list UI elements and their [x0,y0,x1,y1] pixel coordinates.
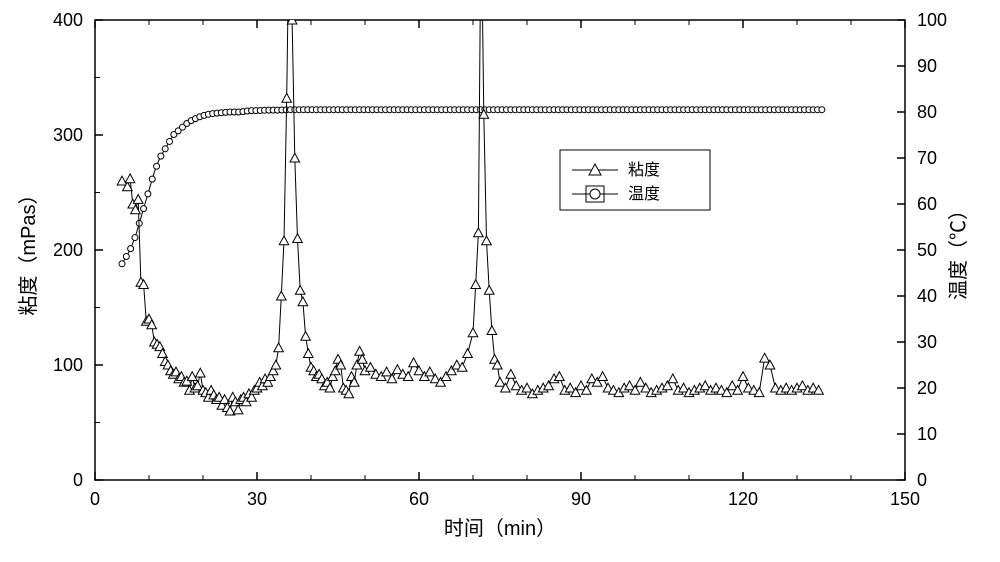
y-left-axis-title: 粘度（mPas） [17,184,40,315]
x-tick-label: 120 [728,489,758,509]
y-right-tick-label: 60 [917,194,937,214]
y-left-tick-label: 400 [53,10,83,30]
y-right-tick-label: 100 [917,10,947,30]
y-right-tick-label: 70 [917,148,937,168]
x-tick-label: 60 [409,489,429,509]
y-left-tick-label: 300 [53,125,83,145]
y-right-tick-label: 0 [917,470,927,490]
y-left-tick-label: 0 [73,470,83,490]
y-right-tick-label: 80 [917,102,937,122]
chart-container: 0306090120150010020030040001020304050607… [0,0,1000,562]
y-right-tick-label: 50 [917,240,937,260]
y-right-tick-label: 40 [917,286,937,306]
chart-svg: 0306090120150010020030040001020304050607… [0,0,1000,562]
y-right-tick-label: 90 [917,56,937,76]
x-tick-label: 150 [890,489,920,509]
y-right-axis-title: 温度（℃） [947,200,970,300]
temperature-series [119,107,825,267]
legend: 粘度温度 [560,150,710,210]
viscosity-series [117,0,823,415]
y-left-tick-label: 100 [53,355,83,375]
y-right-tick-label: 20 [917,378,937,398]
y-right-tick-label: 10 [917,424,937,444]
legend-temperature-label: 温度 [628,185,660,203]
x-axis-title: 时间（min） [444,517,556,540]
legend-viscosity-label: 粘度 [628,161,660,179]
x-tick-label: 90 [571,489,591,509]
x-tick-label: 30 [247,489,267,509]
y-left-tick-label: 200 [53,240,83,260]
x-tick-label: 0 [90,489,100,509]
y-right-tick-label: 30 [917,332,937,352]
